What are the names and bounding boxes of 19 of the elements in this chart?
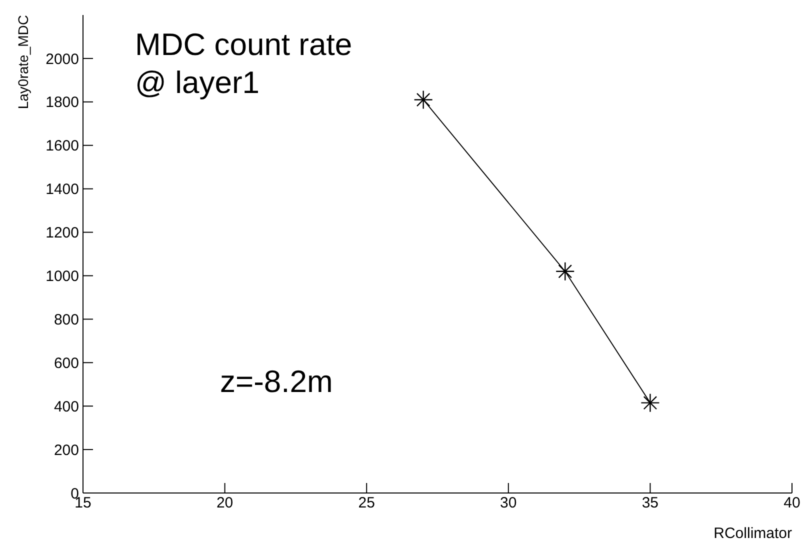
x-tick-label: 30	[500, 494, 517, 512]
y-tick-label: 1400	[46, 181, 79, 198]
x-axis-title: RCollimator	[714, 525, 792, 541]
y-tick-label: 1800	[46, 94, 79, 112]
x-tick-label: 25	[358, 494, 375, 512]
y-tick-label: 400	[54, 398, 79, 416]
y-tick-label: 1600	[46, 138, 79, 155]
annotation: MDC count rate @ layer1	[135, 26, 352, 102]
y-tick-label: 1200	[46, 224, 79, 242]
y-tick-label: 1000	[46, 268, 79, 286]
y-tick-label: 2000	[46, 50, 79, 68]
y-tick-label: 800	[54, 312, 79, 329]
y-tick-label: 200	[54, 442, 79, 459]
y-axis-title: Lay0rate_MDC	[15, 15, 31, 110]
x-tick-label: 35	[642, 494, 659, 512]
y-tick-label: 600	[54, 354, 79, 372]
x-tick-label: 40	[784, 494, 800, 512]
x-tick-label: 20	[216, 494, 234, 512]
annotation: z=-8.2m	[220, 363, 333, 401]
